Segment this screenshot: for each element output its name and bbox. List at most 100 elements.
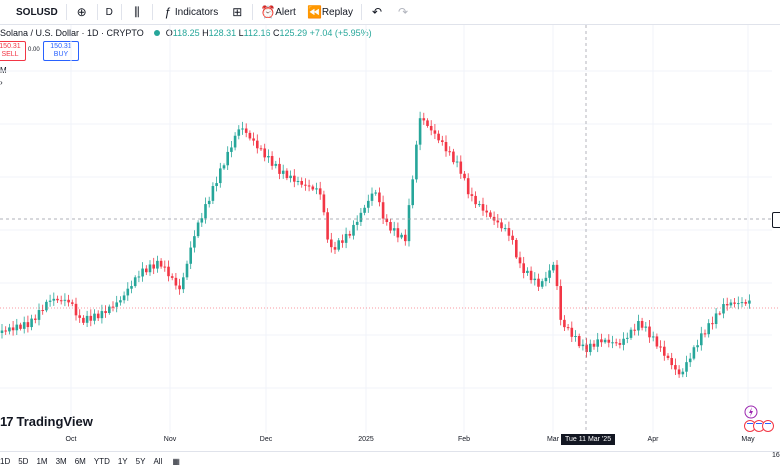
alert-button[interactable]: ⏰ Alert	[260, 5, 296, 19]
economic-events-flag-icon[interactable]	[744, 420, 774, 432]
candle-body	[111, 306, 115, 308]
candle-body	[344, 233, 348, 243]
range-button-1m[interactable]: 1M	[36, 457, 48, 466]
candle-body	[407, 205, 411, 242]
range-button-ytd[interactable]: YTD	[93, 457, 110, 466]
candle-body	[700, 333, 703, 346]
layouts-button[interactable]: ⊞	[224, 0, 250, 24]
indicators-button[interactable]: ƒ Indicators	[155, 0, 224, 24]
candle-body	[722, 304, 725, 314]
candle-body	[666, 355, 670, 359]
candle-body	[744, 302, 747, 304]
candle-body	[115, 302, 118, 307]
candle-body	[174, 277, 178, 286]
candle-body	[385, 218, 389, 223]
candle-body	[363, 207, 366, 213]
range-button-6m[interactable]: 6M	[74, 457, 86, 466]
candle-body	[337, 240, 340, 250]
legend-close: C125.29	[273, 28, 308, 38]
candle-body	[370, 193, 374, 201]
candle-body	[748, 300, 751, 304]
candle-body	[281, 170, 285, 174]
range-button-5y[interactable]: 5Y	[135, 457, 146, 466]
candle-body	[433, 130, 437, 134]
range-button-3m[interactable]: 3M	[55, 457, 67, 466]
candle-body	[422, 118, 426, 121]
price-chart[interactable]	[0, 25, 780, 433]
replay-button[interactable]: ⏪ Replay	[307, 5, 353, 19]
candle-body	[437, 133, 440, 141]
candle-body	[600, 339, 603, 343]
legend-change: +7.04 (+5.95%)	[309, 28, 372, 38]
undo-button[interactable]: ↶	[364, 0, 390, 24]
tradingview-logo[interactable]: 17 TradingView	[0, 414, 93, 429]
candle-body	[389, 222, 392, 231]
range-button-1y[interactable]: 1Y	[117, 457, 128, 466]
candle-body	[219, 168, 222, 184]
candle-body	[577, 336, 581, 347]
symbol-search-button[interactable]: SOLUSD	[0, 0, 64, 24]
range-button-all[interactable]: All	[153, 457, 163, 466]
candle-body	[729, 302, 733, 306]
candle-body	[196, 222, 200, 237]
candle-body	[733, 302, 736, 304]
candle-body	[204, 204, 207, 219]
candle-body	[415, 144, 418, 180]
candle-body	[481, 204, 485, 211]
range-button-5d[interactable]: 5D	[18, 457, 29, 466]
collapse-chevron-icon[interactable]: ›	[0, 78, 3, 87]
candle-body	[496, 220, 500, 223]
candle-body	[93, 313, 96, 321]
lightning-icon[interactable]	[744, 405, 758, 424]
candle-body	[548, 270, 551, 278]
candle-body	[404, 234, 407, 242]
candle-body	[230, 147, 233, 152]
candle-body	[130, 286, 133, 289]
calendar-icon[interactable]: ▦	[172, 457, 180, 466]
chart-type-button[interactable]: ⫼	[124, 0, 150, 24]
candle-body	[533, 278, 537, 281]
candle-body	[52, 298, 56, 301]
candle-body	[618, 343, 622, 345]
divider	[252, 4, 254, 20]
candle-body	[429, 125, 433, 131]
candle-body	[296, 181, 300, 183]
indicators-icon: ƒ	[164, 5, 172, 19]
candle-body	[474, 195, 477, 205]
candle-body	[222, 165, 226, 169]
time-axis[interactable]: Oct Nov Dec 2025 Feb Mar Apr May	[0, 436, 780, 448]
candle-body	[659, 346, 662, 348]
candle-body	[333, 247, 337, 250]
candle-body	[170, 276, 174, 278]
candle-body	[622, 338, 625, 345]
candle-body	[418, 118, 422, 145]
candle-body	[215, 183, 218, 187]
candle-body	[318, 188, 322, 195]
range-button-1d[interactable]: 1D	[0, 457, 11, 466]
candle-body	[607, 339, 611, 343]
interval-button[interactable]: D	[105, 6, 113, 18]
candle-body	[448, 151, 451, 153]
candle-body	[307, 185, 311, 187]
candle-body	[552, 264, 555, 271]
candle-body	[444, 141, 448, 152]
candle-body	[22, 322, 26, 329]
redo-button[interactable]: ↷	[390, 0, 416, 24]
divider	[360, 4, 362, 20]
candle-body	[563, 319, 566, 328]
candle-body	[411, 179, 414, 206]
candle-body	[592, 343, 596, 347]
sell-button[interactable]: 150.31 SELL	[0, 41, 26, 61]
candle-body	[674, 365, 677, 370]
candle-body	[359, 212, 363, 222]
candle-body	[104, 311, 107, 314]
buy-button[interactable]: 150.31 BUY	[43, 41, 79, 61]
rewind-icon: ⏪	[307, 5, 323, 19]
compare-symbol-button[interactable]: ⊕	[69, 0, 95, 24]
candle-body	[559, 286, 562, 320]
price-scale-lock-icon[interactable]	[772, 212, 780, 228]
candle-body	[237, 129, 241, 136]
candle-body	[522, 263, 525, 273]
time-axis-label: Oct	[65, 436, 77, 443]
candle-body	[341, 240, 344, 243]
